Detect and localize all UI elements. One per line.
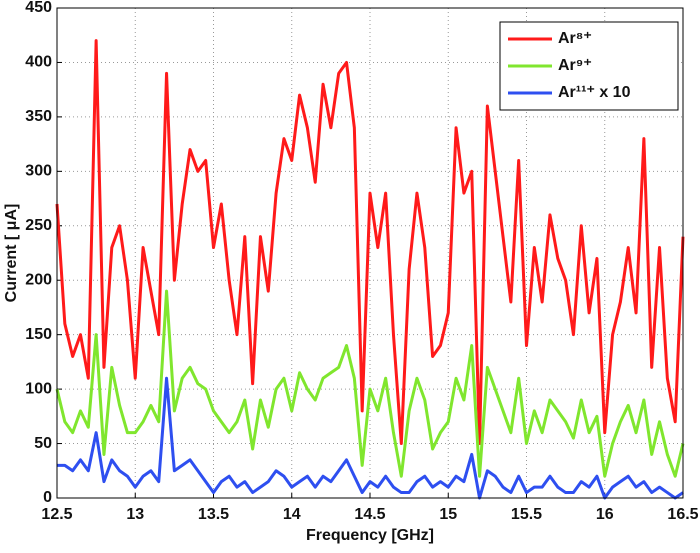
y-tick-label: 0 [43,489,52,506]
x-axis-label: Frequency [GHz] [306,527,434,544]
x-tick-label: 14 [283,506,301,523]
plot-frame [56,7,684,499]
x-tick-label: 15.5 [511,506,542,523]
y-axis-label: Current [ μA] [3,204,20,303]
series-line [55,39,685,446]
series-line [57,376,684,500]
y-tick-label: 150 [25,326,52,343]
legend-label: Ar⁸⁺ [558,30,592,47]
y-tick-label: 250 [25,217,52,234]
y-tick-label: 200 [25,271,52,288]
legend-label: Ar¹¹⁺ x 10 [558,84,631,101]
x-tick-label: 14.5 [354,506,385,523]
x-tick-label: 16 [596,506,614,523]
y-tick-label: 350 [25,108,52,125]
legend-label: Ar⁹⁺ [558,57,592,74]
y-tick-label: 50 [34,435,52,452]
y-tick-label: 300 [25,163,52,180]
x-tick-label: 15 [439,506,457,523]
series-line [55,289,685,478]
y-tick-label: 400 [25,54,52,71]
x-tick-label: 12.5 [41,506,72,523]
x-tick-label: 16.5 [667,506,698,523]
y-tick-label: 100 [25,380,52,397]
y-tick-label: 450 [25,0,52,16]
x-tick-label: 13.5 [198,506,229,523]
x-tick-label: 13 [126,506,144,523]
